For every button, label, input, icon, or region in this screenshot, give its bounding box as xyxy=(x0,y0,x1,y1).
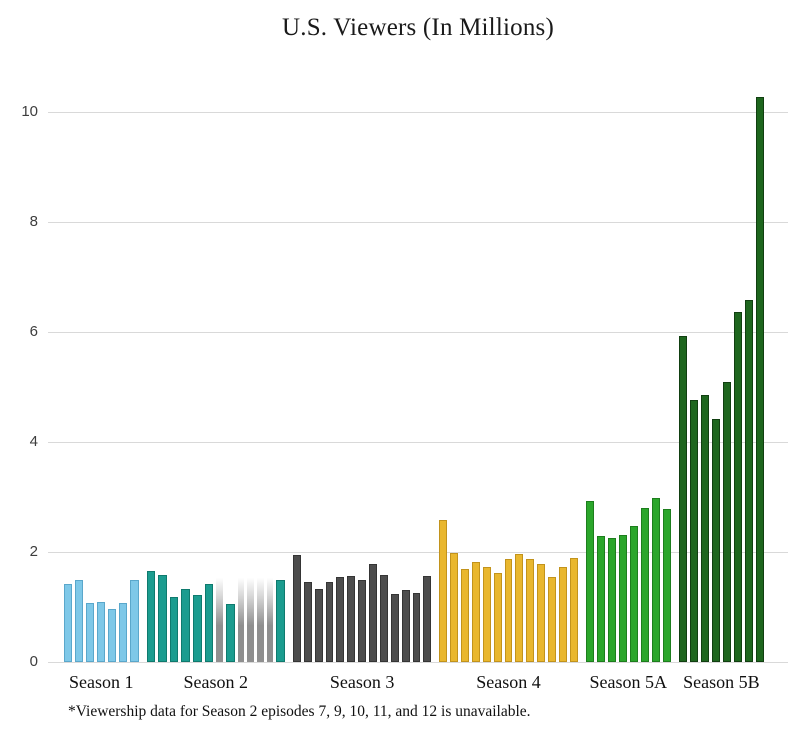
bar-s3-e7 xyxy=(358,579,367,662)
bar-s5-e8 xyxy=(662,509,671,662)
bar-s1-e3 xyxy=(86,602,95,662)
x-axis-season-label: Season 2 xyxy=(183,672,248,692)
gridline xyxy=(48,442,788,443)
bar-s6-e5 xyxy=(722,381,731,662)
bar-s5-e3 xyxy=(607,538,616,662)
bar-s4-e13 xyxy=(569,557,578,662)
bar-s3-e10 xyxy=(390,594,399,662)
bar-s2-e1 xyxy=(146,570,156,662)
bar-s5-e4 xyxy=(618,534,627,662)
bar-s2-e4 xyxy=(181,589,191,662)
bar-s1-e5 xyxy=(108,608,117,662)
chart-title: U.S. Viewers (In Millions) xyxy=(282,14,554,41)
season-group-3: Season 3 xyxy=(292,112,432,692)
season-group-1: Season 1 xyxy=(64,112,139,692)
bar-s3-e12 xyxy=(412,593,421,662)
bar-s2-e6 xyxy=(204,584,214,662)
bar-s3-e4 xyxy=(325,582,334,662)
bar-s2-e13 xyxy=(276,579,285,662)
season-group-2: Season 2 xyxy=(146,112,285,692)
bar-s1-e2 xyxy=(75,580,84,662)
bar-s4-e10 xyxy=(537,563,546,662)
bar-s4-e2 xyxy=(450,553,459,662)
bar-s4-e3 xyxy=(461,569,469,662)
gridline xyxy=(48,112,788,113)
y-axis-tick-label: 10 xyxy=(21,103,38,120)
x-axis-season-label: Season 5B xyxy=(683,672,760,692)
bar-unavailable-s2-e11 xyxy=(256,575,264,662)
bar-s6-e8 xyxy=(755,96,764,662)
season-group-4: Season 4 xyxy=(439,112,578,692)
bar-s6-e4 xyxy=(711,419,720,662)
bar-s1-e1 xyxy=(64,584,73,662)
bar-s3-e9 xyxy=(379,575,388,662)
bar-unavailable-s2-e10 xyxy=(247,575,254,662)
bar-s4-e12 xyxy=(558,567,567,662)
gridline xyxy=(48,332,788,333)
y-axis-tick-label: 0 xyxy=(29,653,38,670)
season-group-5: Season 5A xyxy=(585,112,671,692)
y-axis-tick-label: 2 xyxy=(29,543,38,560)
gridline xyxy=(48,222,788,223)
bar-s1-e4 xyxy=(97,602,106,662)
gridline xyxy=(48,552,788,553)
season-group-6: Season 5B xyxy=(678,96,764,692)
bar-s6-e2 xyxy=(689,399,698,662)
bar-s6-e1 xyxy=(678,336,687,662)
y-axis-tick-label: 8 xyxy=(29,213,38,230)
bar-s2-e5 xyxy=(193,595,202,662)
bar-s1-e7 xyxy=(130,579,139,662)
bar-s3-e13 xyxy=(423,576,432,662)
x-axis-season-label: Season 5A xyxy=(589,672,668,692)
x-axis-season-label: Season 3 xyxy=(329,672,395,692)
bar-unavailable-s2-e9 xyxy=(237,575,245,662)
x-axis-season-label: Season 4 xyxy=(476,672,541,692)
bar-s4-e5 xyxy=(482,566,491,662)
bar-s5-e2 xyxy=(596,536,605,662)
bar-s5-e7 xyxy=(651,498,660,662)
bar-unavailable-s2-e7 xyxy=(216,575,223,662)
bar-s4-e6 xyxy=(493,573,502,662)
bar-s4-e7 xyxy=(504,558,513,662)
y-axis-tick-label: 4 xyxy=(29,433,38,450)
bar-s3-e11 xyxy=(401,589,410,662)
bar-s3-e6 xyxy=(347,576,356,662)
bar-s6-e6 xyxy=(733,311,742,662)
bar-s6-e3 xyxy=(700,395,709,662)
bar-s2-e3 xyxy=(169,596,179,662)
bar-s3-e5 xyxy=(336,577,345,662)
x-axis-season-label: Season 1 xyxy=(69,672,134,692)
bar-s5-e6 xyxy=(640,508,649,662)
bar-s3-e1 xyxy=(292,554,301,662)
y-axis-tick-label: 6 xyxy=(29,323,38,340)
bar-unavailable-s2-e12 xyxy=(266,575,274,662)
footnote: *Viewership data for Season 2 episodes 7… xyxy=(68,703,531,720)
bar-s5-e1 xyxy=(585,500,594,662)
bar-s3-e3 xyxy=(314,589,323,662)
bar-s4-e8 xyxy=(515,554,524,662)
bars-area: Season 1 Season 2 Season 3 Season 4 Season 5… xyxy=(64,96,764,692)
bar-s4-e4 xyxy=(471,562,480,662)
bar-s4-e9 xyxy=(526,558,535,662)
bar-s3-e8 xyxy=(369,564,377,662)
bar-s5-e5 xyxy=(629,525,638,662)
bar-s3-e2 xyxy=(303,582,312,662)
gridline xyxy=(48,662,788,663)
bar-s1-e6 xyxy=(119,603,128,662)
bar-s2-e2 xyxy=(158,575,167,662)
bar-s6-e7 xyxy=(744,300,753,662)
bar-s4-e11 xyxy=(548,576,556,662)
bar-s4-e1 xyxy=(439,520,448,662)
bar-s2-e8 xyxy=(226,604,235,662)
